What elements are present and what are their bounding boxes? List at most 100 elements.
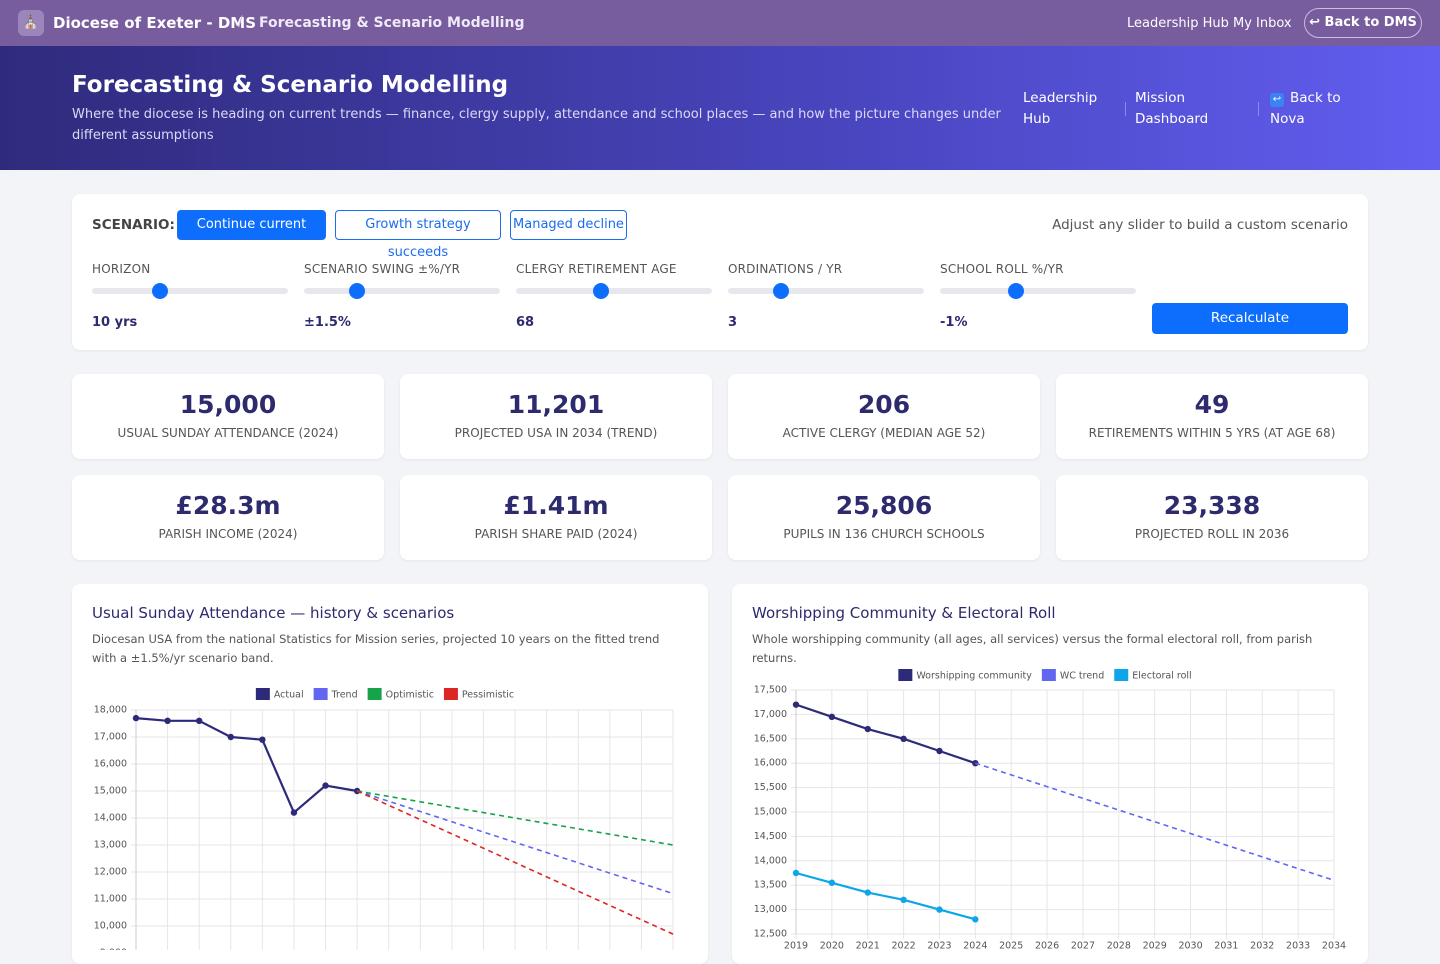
logo[interactable]: ⛪ [18, 10, 44, 36]
slider-thumb[interactable] [773, 283, 789, 299]
legend-label: Worshipping community [916, 671, 1032, 682]
nav-link[interactable]: My Inbox [1233, 16, 1292, 31]
slider-thumb[interactable] [593, 283, 609, 299]
slider-thumb[interactable] [349, 283, 365, 299]
y-tick-label: 18,000 [94, 705, 127, 716]
y-tick-label: 17,000 [94, 732, 127, 743]
scenario-button[interactable]: Growth strategy succeeds [335, 210, 501, 260]
slider-label: CLERGY RETIREMENT AGE [516, 262, 677, 276]
kpi-card: £28.3m PARISH INCOME (2024) [72, 475, 384, 560]
x-tick-label: 2034 [1322, 941, 1346, 951]
slider-track[interactable] [728, 283, 924, 299]
x-tick-label: 2026 [1035, 941, 1059, 951]
series-line [795, 871, 976, 921]
slider-value: 68 [516, 315, 535, 330]
kpi-value: 206 [857, 390, 911, 419]
legend-label: Trend [331, 690, 358, 701]
data-point [132, 714, 140, 722]
kpi-label: PROJECTED USA IN 2034 (TREND) [454, 426, 658, 440]
kpi-value: £28.3m [175, 491, 281, 520]
chart-subtitle: Diocesan USA from the national Statistic… [92, 632, 660, 665]
legend-swatch [443, 688, 458, 700]
header-link-label: Back to Nova [1270, 90, 1341, 127]
y-tick-label: 12,000 [94, 867, 127, 878]
data-point [936, 747, 943, 755]
x-tick-label: 2029 [1143, 941, 1167, 951]
kpi-card: 49 RETIREMENTS WITHIN 5 YRS (AT AGE 68) [1056, 374, 1368, 459]
slider-value: ±1.5% [304, 315, 351, 330]
kpi-label: PUPILS IN 136 CHURCH SCHOOLS [783, 527, 985, 541]
kpi-label: PARISH INCOME (2024) [158, 527, 298, 541]
y-tick-label: 14,500 [754, 831, 787, 842]
slider-thumb[interactable] [1008, 283, 1024, 299]
series-line [135, 717, 358, 815]
separator: / [238, 14, 243, 30]
recalculate-button[interactable]: Recalculate [1152, 303, 1348, 334]
kpi-label: PARISH SHARE PAID (2024) [474, 527, 638, 541]
scenario-button[interactable]: Continue current trend [177, 210, 326, 260]
series-line [356, 790, 674, 935]
header-link[interactable]: Mission Dashboard [1135, 90, 1209, 127]
x-tick-label: 2030 [1178, 941, 1202, 951]
data-point [792, 701, 800, 708]
chart-title: Worshipping Community & Electoral Roll [752, 604, 1056, 622]
slider-track[interactable] [516, 283, 712, 299]
y-tick-label: 9,000 [100, 948, 127, 951]
header-link[interactable]: ↩ Back to Nova [1270, 90, 1341, 127]
page-subtitle: Where the diocese is heading on current … [72, 107, 1001, 143]
scenario-button[interactable]: Managed decline [510, 210, 627, 240]
slider-label: SCENARIO SWING ±%/YR [304, 262, 461, 276]
y-tick-label: 11,000 [94, 894, 127, 905]
data-point [900, 896, 907, 904]
slider-track[interactable] [92, 283, 288, 299]
data-point [864, 889, 871, 896]
legend-swatch [255, 688, 270, 700]
slider-track[interactable] [940, 283, 1136, 299]
series-line [795, 703, 976, 765]
y-tick-label: 15,500 [754, 782, 787, 793]
x-tick-label: 2022 [892, 941, 916, 951]
data-point [195, 717, 203, 724]
legend-swatch [898, 669, 913, 681]
y-tick-label: 13,000 [94, 840, 127, 851]
back-button[interactable]: ↩ Back to DMS [1304, 8, 1422, 38]
scenario-label: SCENARIO: [92, 217, 175, 233]
page-title: Forecasting & Scenario Modelling [72, 72, 509, 98]
x-tick-label: 2031 [1214, 941, 1238, 951]
chart: 12,500 13,000 13,500 14,000 14,500 15,000 15,5… [754, 669, 1346, 951]
y-tick-label: 12,500 [754, 929, 787, 940]
legend-label: WC trend [1060, 671, 1104, 682]
y-tick-label: 17,500 [754, 685, 787, 696]
slider-thumb[interactable] [152, 283, 168, 299]
legend-swatch [313, 688, 328, 700]
slider-track[interactable] [304, 283, 500, 299]
legend-swatch [367, 688, 382, 700]
y-tick-label: 16,000 [94, 759, 127, 770]
kpi-card: 25,806 PUPILS IN 136 CHURCH SCHOOLS [728, 475, 1040, 560]
legend-label: Pessimistic [462, 690, 514, 701]
chart-title: Usual Sunday Attendance — history & scen… [92, 604, 455, 622]
data-point [227, 733, 234, 741]
data-point [828, 879, 836, 886]
x-tick-label: 2025 [999, 941, 1023, 951]
data-point [792, 869, 800, 877]
header-link[interactable]: Leadership Hub [1023, 90, 1098, 127]
kpi-value: £1.41m [503, 491, 609, 520]
y-tick-label: 14,000 [754, 855, 787, 866]
kpi-value: 25,806 [835, 491, 933, 520]
y-tick-label: 14,000 [94, 813, 127, 824]
chart-subtitle: Whole worshipping community (all ages, a… [752, 632, 1313, 665]
brand[interactable]: Diocese of Exeter - DMS [53, 14, 257, 32]
data-point [972, 916, 979, 923]
x-tick-label: 2028 [1107, 941, 1131, 951]
x-tick-label: 2023 [927, 941, 951, 951]
nav-link[interactable]: Leadership Hub [1127, 16, 1229, 31]
slider: SCENARIO SWING ±%/YR ±1.5% [304, 262, 500, 330]
legend-label: Actual [274, 690, 304, 701]
legend-label: Electoral roll [1132, 671, 1191, 682]
data-point [900, 735, 907, 742]
data-point [864, 725, 871, 733]
data-point [972, 760, 979, 767]
x-tick-label: 2024 [963, 941, 987, 951]
